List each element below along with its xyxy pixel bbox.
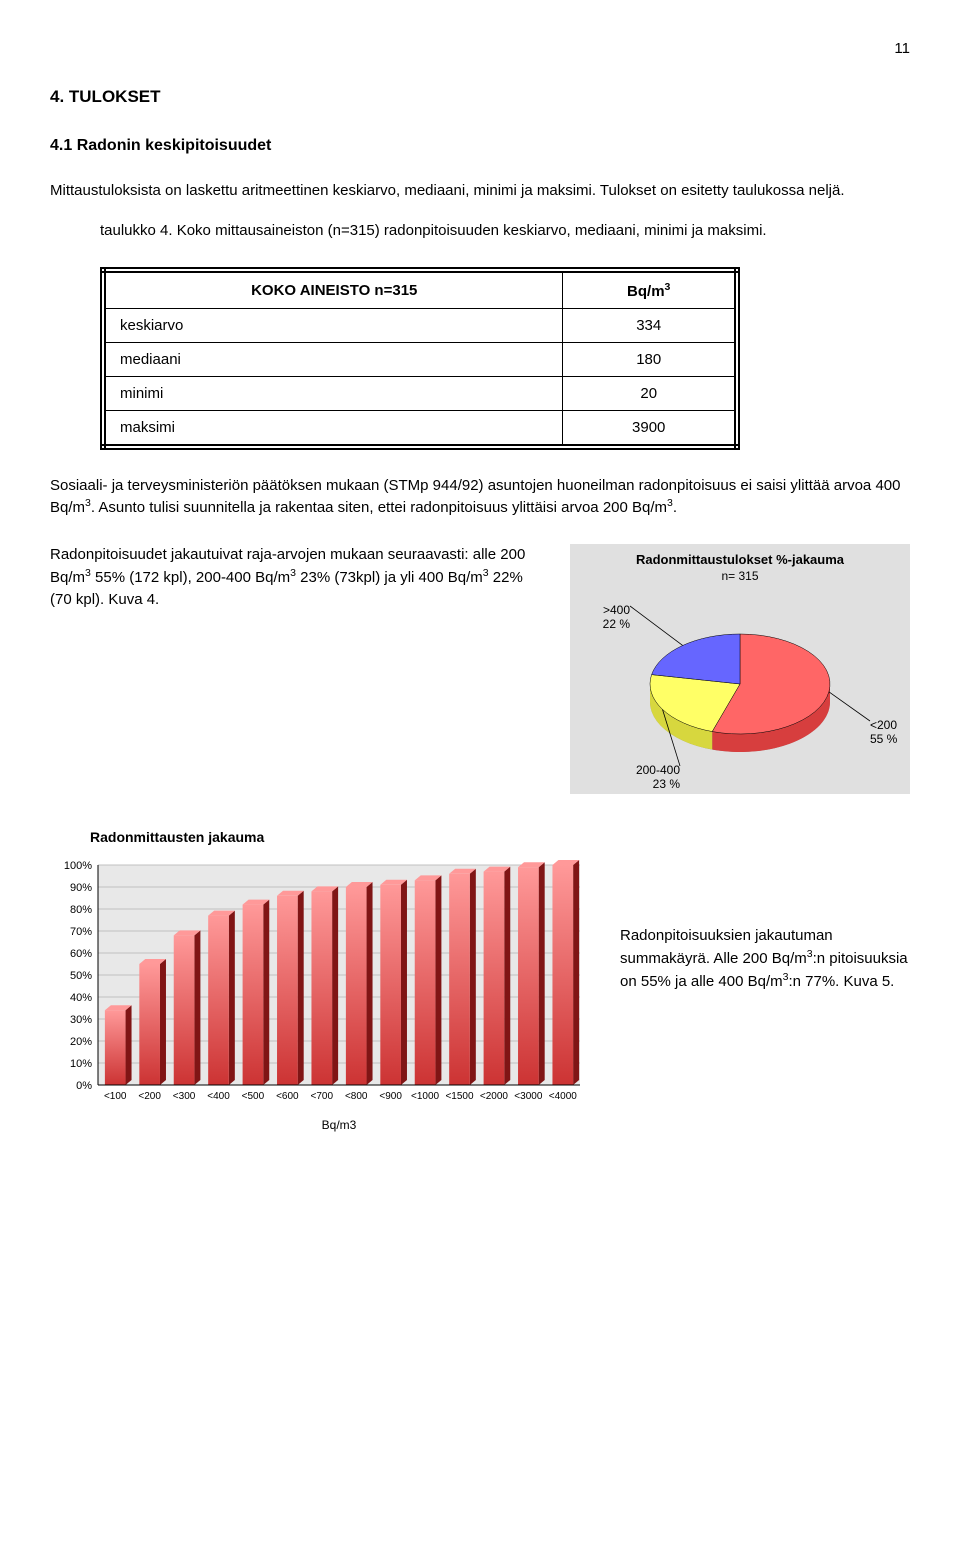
svg-text:22 %: 22 % — [603, 617, 631, 631]
svg-text:<4000: <4000 — [549, 1091, 578, 1102]
svg-text:Radonmittaustulokset %-jakauma: Radonmittaustulokset %-jakauma — [636, 552, 845, 567]
svg-text:0%: 0% — [76, 1080, 92, 1092]
pie-chart: Radonmittaustulokset %-jakauma n= 315 <200… — [570, 544, 910, 794]
svg-text:90%: 90% — [70, 882, 92, 894]
table-caption: taulukko 4. Koko mittausaineiston (n=315… — [100, 220, 910, 242]
table-cell-label: mediaani — [103, 342, 563, 376]
svg-text:<900: <900 — [379, 1091, 402, 1102]
svg-text:<100: <100 — [104, 1091, 127, 1102]
table-row: mediaani180 — [103, 342, 737, 376]
svg-text:<200: <200 — [870, 718, 897, 732]
svg-text:<400: <400 — [207, 1091, 230, 1102]
svg-text:80%: 80% — [70, 904, 92, 916]
svg-text:<1500: <1500 — [445, 1091, 474, 1102]
svg-text:20%: 20% — [70, 1036, 92, 1048]
table-cell-value: 20 — [563, 376, 737, 410]
svg-text:200-400: 200-400 — [636, 763, 680, 777]
table-row: keskiarvo334 — [103, 308, 737, 342]
svg-text:50%: 50% — [70, 970, 92, 982]
subsection-heading: 4.1 Radonin keskipitoisuudet — [50, 137, 910, 155]
svg-text:<700: <700 — [311, 1091, 334, 1102]
svg-text:>400: >400 — [603, 603, 630, 617]
svg-text:70%: 70% — [70, 926, 92, 938]
table-cell-label: minimi — [103, 376, 563, 410]
svg-text:60%: 60% — [70, 948, 92, 960]
svg-text:<3000: <3000 — [514, 1091, 543, 1102]
svg-text:<300: <300 — [173, 1091, 196, 1102]
table-header-right: Bq/m3 — [563, 270, 737, 309]
svg-text:40%: 40% — [70, 992, 92, 1004]
svg-text:100%: 100% — [64, 860, 92, 872]
table-cell-label: keskiarvo — [103, 308, 563, 342]
svg-text:55 %: 55 % — [870, 732, 898, 746]
svg-text:<200: <200 — [138, 1091, 161, 1102]
page-number: 11 — [50, 40, 910, 57]
table-cell-value: 3900 — [563, 410, 737, 447]
section-heading: 4. TULOKSET — [50, 87, 910, 107]
bar-chart-title: Radonmittausten jakauma — [90, 829, 910, 845]
table-header-left: KOKO AINEISTO n=315 — [103, 270, 563, 309]
svg-text:10%: 10% — [70, 1058, 92, 1070]
paragraph-intro: Mittaustuloksista on laskettu aritmeetti… — [50, 180, 910, 202]
table-row: maksimi3900 — [103, 410, 737, 447]
svg-text:<1000: <1000 — [411, 1091, 440, 1102]
svg-text:Bq/m3: Bq/m3 — [322, 1118, 357, 1132]
table-cell-label: maksimi — [103, 410, 563, 447]
paragraph-distribution: Radonpitoisuudet jakautuivat raja-arvoje… — [50, 544, 540, 610]
paragraph-regulation: Sosiaali- ja terveysministeriön päätökse… — [50, 475, 910, 520]
svg-text:23 %: 23 % — [653, 777, 681, 791]
table-row: minimi20 — [103, 376, 737, 410]
svg-text:n= 315: n= 315 — [721, 569, 758, 583]
svg-text:<500: <500 — [242, 1091, 265, 1102]
bar-chart: 0% 10% 20% 30% 40% 50% 60% 70% 80% 90% 100% <100 <20… — [50, 855, 590, 1135]
summary-table: KOKO AINEISTO n=315 Bq/m3 keskiarvo334me… — [100, 267, 740, 450]
svg-text:<600: <600 — [276, 1091, 299, 1102]
table-cell-value: 180 — [563, 342, 737, 376]
svg-text:30%: 30% — [70, 1014, 92, 1026]
table-cell-value: 334 — [563, 308, 737, 342]
paragraph-cumulative: Radonpitoisuuksien jakautuman summakäyrä… — [620, 925, 910, 992]
svg-text:<800: <800 — [345, 1091, 368, 1102]
svg-text:<2000: <2000 — [480, 1091, 509, 1102]
